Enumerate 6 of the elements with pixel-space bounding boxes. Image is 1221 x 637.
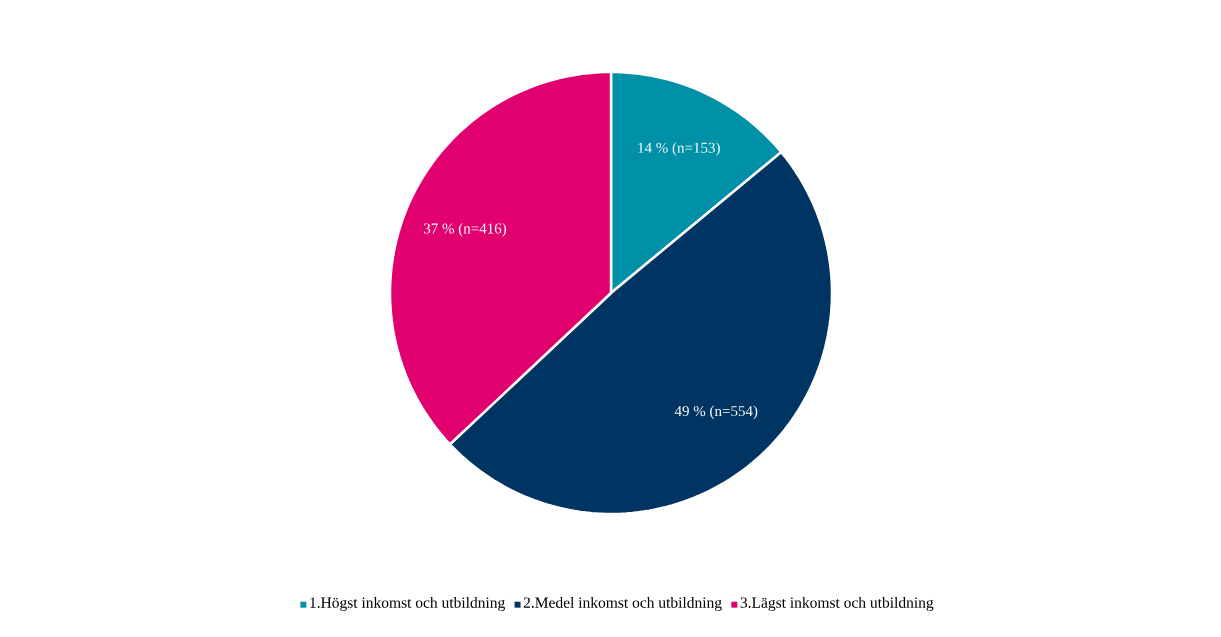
data-label: 37 % (n=416) — [423, 223, 507, 237]
legend-label: 1.Högst inkomst och utbildning — [310, 596, 505, 612]
legend-label: 3.Lägst inkomst och utbildning — [740, 596, 934, 612]
legend-label: 2.Medel inkomst och utbildning — [523, 596, 722, 612]
data-label: 14 % (n=153) — [638, 142, 720, 156]
data-label: 49 % (n=554) — [674, 405, 758, 420]
